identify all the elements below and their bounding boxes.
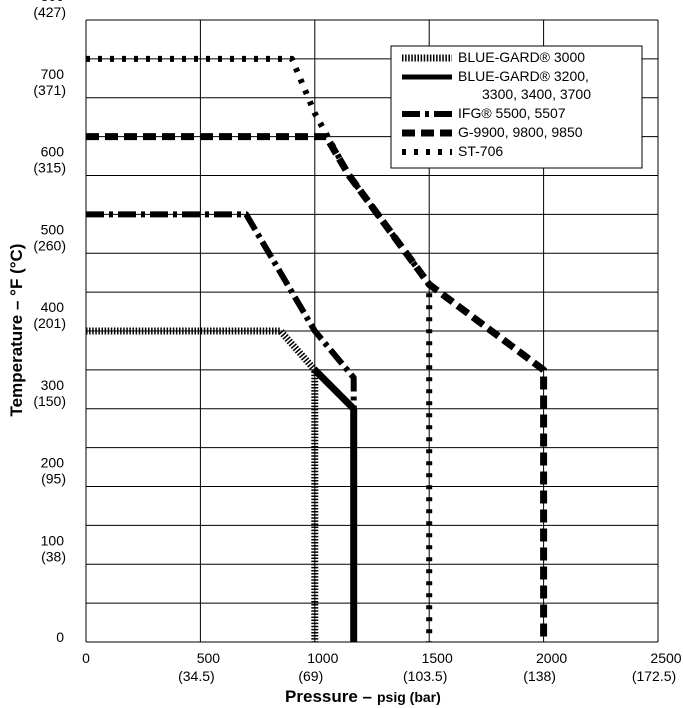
x-tick-label: 0 [82, 650, 90, 666]
y-tick-label: 800 [41, 0, 65, 4]
legend-label: 3300, 3400, 3700 [482, 86, 591, 102]
y-tick-sublabel: (315) [33, 160, 66, 176]
x-tick-sublabel: (34.5) [178, 668, 215, 684]
y-tick-label: 600 [41, 144, 65, 160]
legend-label: BLUE-GARD® 3000 [458, 49, 585, 65]
y-tick-label: 0 [56, 629, 64, 645]
x-tick-label: 2500 [650, 650, 681, 666]
series-line-2 [312, 367, 358, 642]
x-axis-unit: psig (bar) [377, 689, 441, 705]
series-line-4 [86, 133, 548, 642]
y-tick-label: 400 [41, 299, 65, 315]
x-tick-sublabel: (172.5) [632, 668, 676, 684]
y-tick-label: 300 [41, 377, 65, 393]
legend-items: BLUE-GARD® 3000 BLUE-GARD® 3200, 3300, 340… [402, 49, 591, 159]
x-tick-label: 1500 [422, 650, 453, 666]
series-line-3 [86, 211, 357, 642]
x-tick-sublabel: (69) [298, 668, 323, 684]
x-axis-title: Pressure – [285, 687, 372, 706]
y-tick-sublabel: (95) [41, 471, 66, 487]
y-tick-sublabel: (201) [33, 315, 66, 331]
legend-label: ST-706 [458, 143, 503, 159]
y-tick-label: 500 [41, 221, 65, 237]
series-line-5 [86, 55, 433, 642]
y-tick-sublabel: (38) [41, 548, 66, 564]
x-tick-label: 2000 [536, 650, 567, 666]
x-tick-label: 500 [197, 650, 221, 666]
series-line-1 [86, 327, 319, 642]
y-tick-label: 200 [41, 455, 65, 471]
y-tick-label: 100 [41, 532, 65, 548]
x-tick-label: 1000 [307, 650, 338, 666]
x-tick-sublabel: (103.5) [403, 668, 447, 684]
tick-labels: 0 500(34.5)1000(69)1500(103.5)2000(138)25… [33, 0, 681, 684]
legend: BLUE-GARD® 3000 BLUE-GARD® 3200, 3300, 340… [390, 45, 643, 169]
x-tick-sublabel: (138) [523, 668, 556, 684]
y-tick-sublabel: (150) [33, 393, 66, 409]
legend-label: G-9900, 9800, 9850 [458, 124, 583, 140]
y-axis-title: Temperature – °F (°C) [7, 244, 26, 417]
y-tick-sublabel: (260) [33, 237, 66, 253]
y-tick-sublabel: (371) [33, 82, 66, 98]
series-layer [86, 55, 548, 642]
y-tick-label: 700 [41, 66, 65, 82]
legend-label: IFG® 5500, 5507 [458, 105, 566, 121]
y-tick-sublabel: (427) [33, 4, 66, 20]
legend-label: BLUE-GARD® 3200, [458, 68, 589, 84]
legend-box [390, 45, 643, 169]
